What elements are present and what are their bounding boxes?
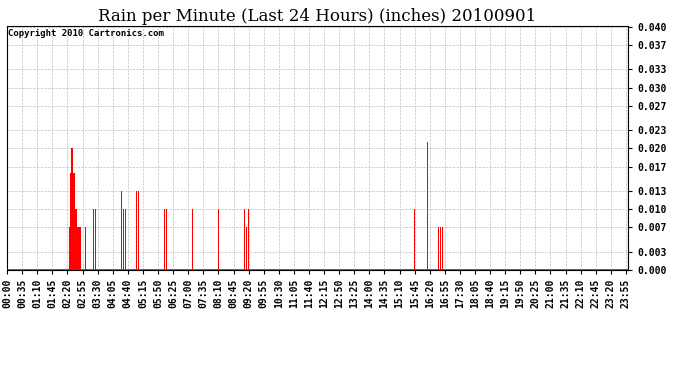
Title: Rain per Minute (Last 24 Hours) (inches) 20100901: Rain per Minute (Last 24 Hours) (inches)… bbox=[98, 8, 537, 25]
Text: Copyright 2010 Cartronics.com: Copyright 2010 Cartronics.com bbox=[8, 29, 164, 38]
